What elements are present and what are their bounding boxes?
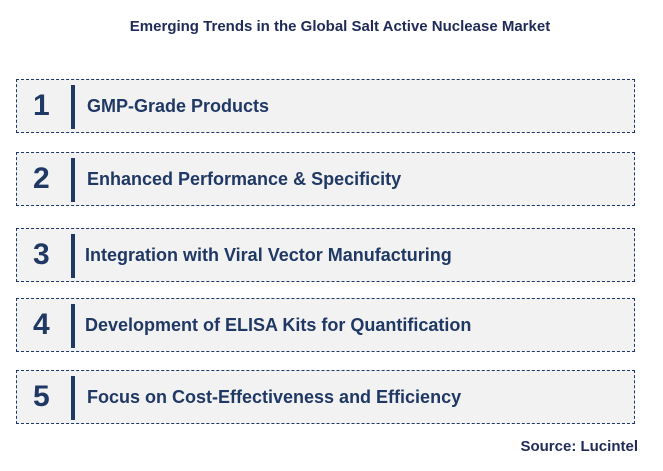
page-title: Emerging Trends in the Global Salt Activ… bbox=[129, 18, 551, 35]
trend-label: Focus on Cost-Effectiveness and Efficien… bbox=[87, 386, 462, 407]
trend-label: Enhanced Performance & Specificity bbox=[87, 168, 402, 189]
trend-item-3: 3 Integration with Viral Vector Manufact… bbox=[16, 228, 635, 282]
trend-item-5: 5 Focus on Cost-Effectiveness and Effici… bbox=[16, 370, 635, 424]
divider bbox=[71, 304, 75, 348]
divider bbox=[71, 376, 75, 420]
trend-label: GMP-Grade Products bbox=[87, 95, 270, 116]
trend-number: 1 bbox=[33, 89, 50, 122]
trend-number: 4 bbox=[33, 308, 50, 341]
trend-item-1: 1 GMP-Grade Products bbox=[16, 79, 635, 133]
trend-label: Development of ELISA Kits for Quantifica… bbox=[85, 314, 472, 335]
source-note: Source: Lucintel bbox=[520, 438, 638, 455]
trend-number: 3 bbox=[33, 238, 50, 271]
trend-label: Integration with Viral Vector Manufactur… bbox=[85, 244, 452, 265]
trend-number: 2 bbox=[33, 162, 50, 195]
trend-item-4: 4 Development of ELISA Kits for Quantifi… bbox=[16, 298, 635, 352]
divider bbox=[71, 234, 75, 278]
divider bbox=[71, 85, 75, 129]
trend-item-2: 2 Enhanced Performance & Specificity bbox=[16, 152, 635, 206]
trend-number: 5 bbox=[33, 380, 50, 413]
divider bbox=[71, 158, 75, 202]
